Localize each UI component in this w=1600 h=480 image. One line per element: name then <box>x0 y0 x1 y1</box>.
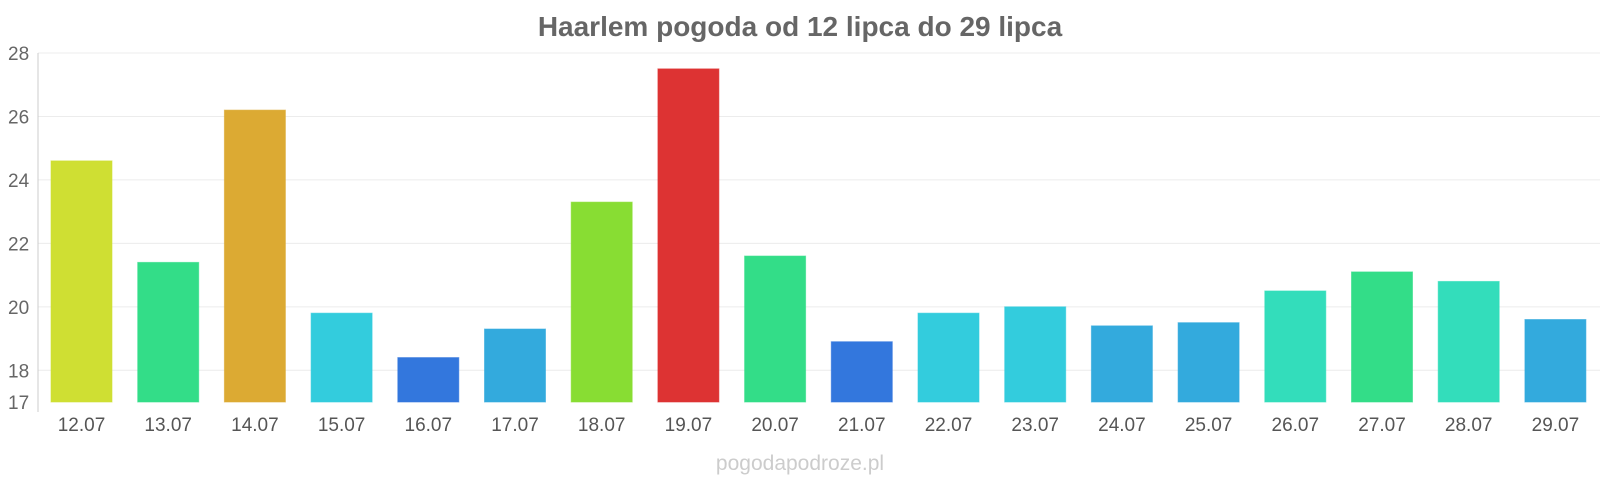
bar <box>397 357 460 403</box>
bar <box>1264 290 1327 403</box>
y-axis-ticks: 17 18 20 22 24 26 28 <box>8 44 30 414</box>
y-tick-label: 22 <box>8 234 29 255</box>
watermark: pogodapodroze.pl <box>716 452 884 475</box>
bar <box>744 255 807 403</box>
x-tick-label: 24.07 <box>1098 415 1146 436</box>
bar <box>1437 280 1500 403</box>
bar <box>830 341 893 403</box>
bar <box>917 312 980 403</box>
bars <box>50 68 1587 403</box>
x-tick-label: 22.07 <box>925 415 973 436</box>
x-tick-label: 12.07 <box>58 415 106 436</box>
y-tick-label: 24 <box>8 171 30 192</box>
x-tick-label: 16.07 <box>405 415 453 436</box>
chart-title: Haarlem pogoda od 12 lipca do 29 lipca <box>538 11 1063 42</box>
bar <box>223 109 286 403</box>
gridlines <box>38 52 1600 371</box>
bar <box>570 201 633 403</box>
x-tick-label: 20.07 <box>751 415 799 436</box>
bar <box>1177 322 1240 403</box>
bar <box>310 312 373 403</box>
x-tick-label: 14.07 <box>231 415 279 436</box>
x-axis-ticks: 12.07 13.07 14.07 15.07 16.07 17.07 18.07 19.07… <box>58 415 1579 436</box>
bar <box>1524 319 1587 403</box>
bar <box>657 68 720 403</box>
x-tick-label: 26.07 <box>1272 415 1320 436</box>
y-tick-label: 28 <box>8 44 29 65</box>
x-tick-label: 18.07 <box>578 415 626 436</box>
y-tick-label: 20 <box>8 298 29 319</box>
x-tick-label: 19.07 <box>665 415 713 436</box>
bar <box>1351 271 1413 403</box>
bar <box>1090 325 1153 403</box>
x-tick-label: 27.07 <box>1358 415 1406 436</box>
y-tick-label: 18 <box>8 361 29 382</box>
bar <box>1004 306 1067 403</box>
x-tick-label: 29.07 <box>1532 415 1580 436</box>
x-tick-label: 15.07 <box>318 415 366 436</box>
y-tick-label: 26 <box>8 107 29 128</box>
bar <box>50 160 113 403</box>
x-tick-label: 17.07 <box>491 415 539 436</box>
y-tick-label: 17 <box>8 393 29 414</box>
x-tick-label: 13.07 <box>144 415 192 436</box>
x-tick-label: 21.07 <box>838 415 886 436</box>
x-tick-label: 23.07 <box>1011 415 1059 436</box>
x-tick-label: 28.07 <box>1445 415 1493 436</box>
bar <box>484 328 546 403</box>
x-tick-label: 25.07 <box>1185 415 1233 436</box>
bar <box>137 261 200 403</box>
